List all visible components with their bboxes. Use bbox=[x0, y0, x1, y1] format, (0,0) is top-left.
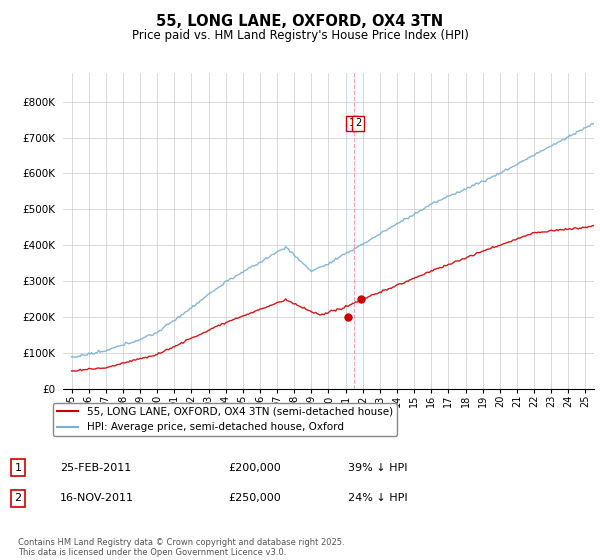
Text: 25-FEB-2011: 25-FEB-2011 bbox=[60, 463, 131, 473]
Bar bbox=[346, 73, 363, 389]
Text: £250,000: £250,000 bbox=[228, 493, 281, 503]
Text: 24% ↓ HPI: 24% ↓ HPI bbox=[348, 493, 407, 503]
Legend: 55, LONG LANE, OXFORD, OX4 3TN (semi-detached house), HPI: Average price, semi-d: 55, LONG LANE, OXFORD, OX4 3TN (semi-det… bbox=[53, 403, 397, 436]
Text: Contains HM Land Registry data © Crown copyright and database right 2025.
This d: Contains HM Land Registry data © Crown c… bbox=[18, 538, 344, 557]
Text: Price paid vs. HM Land Registry's House Price Index (HPI): Price paid vs. HM Land Registry's House … bbox=[131, 29, 469, 42]
Text: 2: 2 bbox=[355, 118, 361, 128]
Text: 2: 2 bbox=[14, 493, 22, 503]
Text: £200,000: £200,000 bbox=[228, 463, 281, 473]
Text: 39% ↓ HPI: 39% ↓ HPI bbox=[348, 463, 407, 473]
Text: 1: 1 bbox=[14, 463, 22, 473]
Text: 16-NOV-2011: 16-NOV-2011 bbox=[60, 493, 134, 503]
Text: 55, LONG LANE, OXFORD, OX4 3TN: 55, LONG LANE, OXFORD, OX4 3TN bbox=[157, 14, 443, 29]
Text: 1: 1 bbox=[349, 118, 355, 128]
